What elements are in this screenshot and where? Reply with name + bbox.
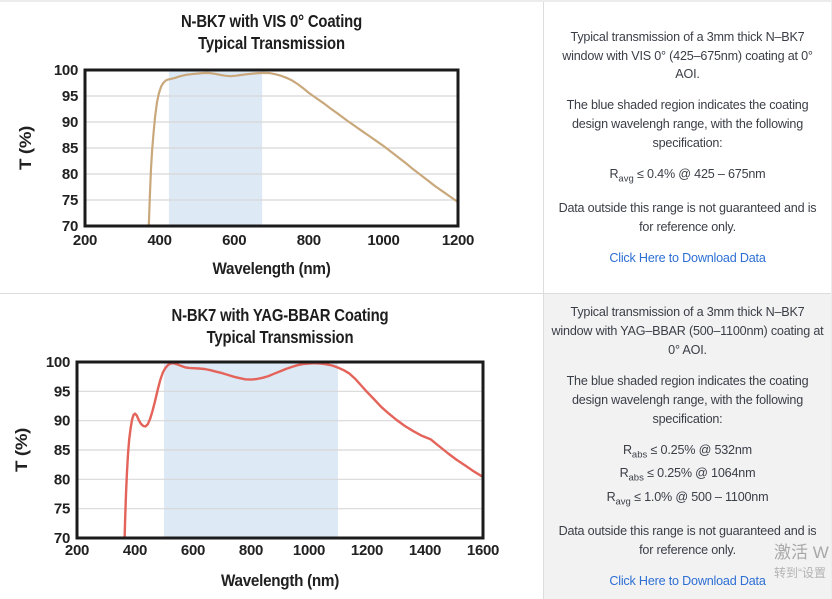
svg-text:200: 200 — [73, 232, 97, 249]
svg-text:90: 90 — [54, 413, 70, 430]
chart-title-vis: N-BK7 with VIS 0° Coating Typical Transm… — [113, 11, 430, 54]
svg-text:400: 400 — [148, 232, 172, 249]
svg-text:1600: 1600 — [467, 542, 499, 559]
chart-title-line1: N-BK7 with YAG-BBAR Coating — [171, 305, 389, 325]
svg-text:Wavelength (nm): Wavelength (nm) — [213, 260, 331, 278]
download-data-link[interactable]: Click Here to Download Data — [609, 573, 766, 588]
svg-text:600: 600 — [181, 542, 205, 559]
svg-text:T (%): T (%) — [13, 428, 31, 472]
svg-text:800: 800 — [239, 542, 263, 559]
svg-text:T (%): T (%) — [17, 126, 35, 170]
svg-text:90: 90 — [62, 114, 78, 131]
chart-title-line1: N-BK7 with VIS 0° Coating — [180, 11, 363, 31]
svg-text:1200: 1200 — [442, 232, 474, 249]
svg-text:70: 70 — [54, 530, 70, 547]
spec-line: Ravg ≤ 1.0% @ 500 – 1100nm — [606, 490, 769, 508]
svg-text:400: 400 — [123, 542, 147, 559]
shaded-region-note: The blue shaded region indicates the coa… — [566, 98, 809, 151]
svg-text:80: 80 — [54, 471, 70, 488]
svg-text:Wavelength (nm): Wavelength (nm) — [221, 572, 339, 590]
info-panel-yag: Typical transmission of a 3mm thick N–BK… — [543, 294, 831, 599]
panel-vis-coating: N-BK7 with VIS 0° Coating Typical Transm… — [0, 2, 831, 293]
svg-text:80: 80 — [62, 166, 78, 183]
svg-text:70: 70 — [62, 218, 78, 235]
disclaimer-text: Data outside this range is not guarantee… — [558, 523, 817, 557]
svg-text:85: 85 — [54, 442, 70, 459]
svg-text:800: 800 — [297, 232, 321, 249]
chart-cell-vis: N-BK7 with VIS 0° Coating Typical Transm… — [0, 2, 543, 293]
description-text: Typical transmission of a 3mm thick N–BK… — [562, 29, 813, 82]
yag-bbar-transmission-chart: 200 400 600 800 1000 1200 1400 1600 70 75 80 85 90 95… — [13, 354, 499, 590]
description-text: Typical transmission of a 3mm thick N–BK… — [551, 305, 824, 358]
svg-text:75: 75 — [54, 501, 70, 518]
svg-text:600: 600 — [222, 232, 246, 249]
chart-title-line2: Typical Transmission — [206, 326, 354, 347]
svg-text:1200: 1200 — [351, 542, 383, 559]
spec-line: Rabs ≤ 0.25% @ 532nm — [623, 442, 752, 461]
spec-line: Rabs ≤ 0.25% @ 1064nm — [619, 466, 756, 484]
chart-title-line2: Typical Transmission — [198, 32, 345, 53]
svg-text:85: 85 — [62, 140, 78, 157]
svg-text:1000: 1000 — [367, 232, 399, 249]
disclaimer-text: Data outside this range is not guarantee… — [558, 200, 817, 234]
chart-title-yag: N-BK7 with YAG-BBAR Coating Typical Tran… — [107, 305, 452, 348]
shaded-region-note: The blue shaded region indicates the coa… — [566, 374, 809, 426]
vis-transmission-chart: 200 400 600 800 1000 1200 70 75 80 85 90 95 100 Wavel… — [17, 62, 474, 278]
download-data-link[interactable]: Click Here to Download Data — [609, 250, 766, 265]
spec-line: Ravg ≤ 0.4% @ 425 – 675nm — [609, 166, 766, 185]
svg-text:1400: 1400 — [409, 542, 441, 559]
panel-yag-bbar-coating: N-BK7 with YAG-BBAR Coating Typical Tran… — [0, 293, 831, 599]
svg-text:200: 200 — [65, 542, 89, 559]
svg-text:95: 95 — [62, 88, 78, 105]
svg-text:75: 75 — [62, 192, 78, 209]
svg-text:100: 100 — [46, 354, 70, 371]
chart-cell-yag: N-BK7 with YAG-BBAR Coating Typical Tran… — [0, 294, 543, 599]
spec-group: Rabs ≤ 0.25% @ 532nm Rabs ≤ 0.25% @ 1064… — [607, 441, 769, 510]
svg-text:100: 100 — [54, 62, 78, 79]
svg-text:95: 95 — [54, 383, 70, 400]
info-panel-vis: Typical transmission of a 3mm thick N–BK… — [543, 2, 831, 293]
spec-group: Ravg ≤ 0.4% @ 425 – 675nm — [610, 165, 766, 187]
svg-text:1000: 1000 — [293, 542, 325, 559]
